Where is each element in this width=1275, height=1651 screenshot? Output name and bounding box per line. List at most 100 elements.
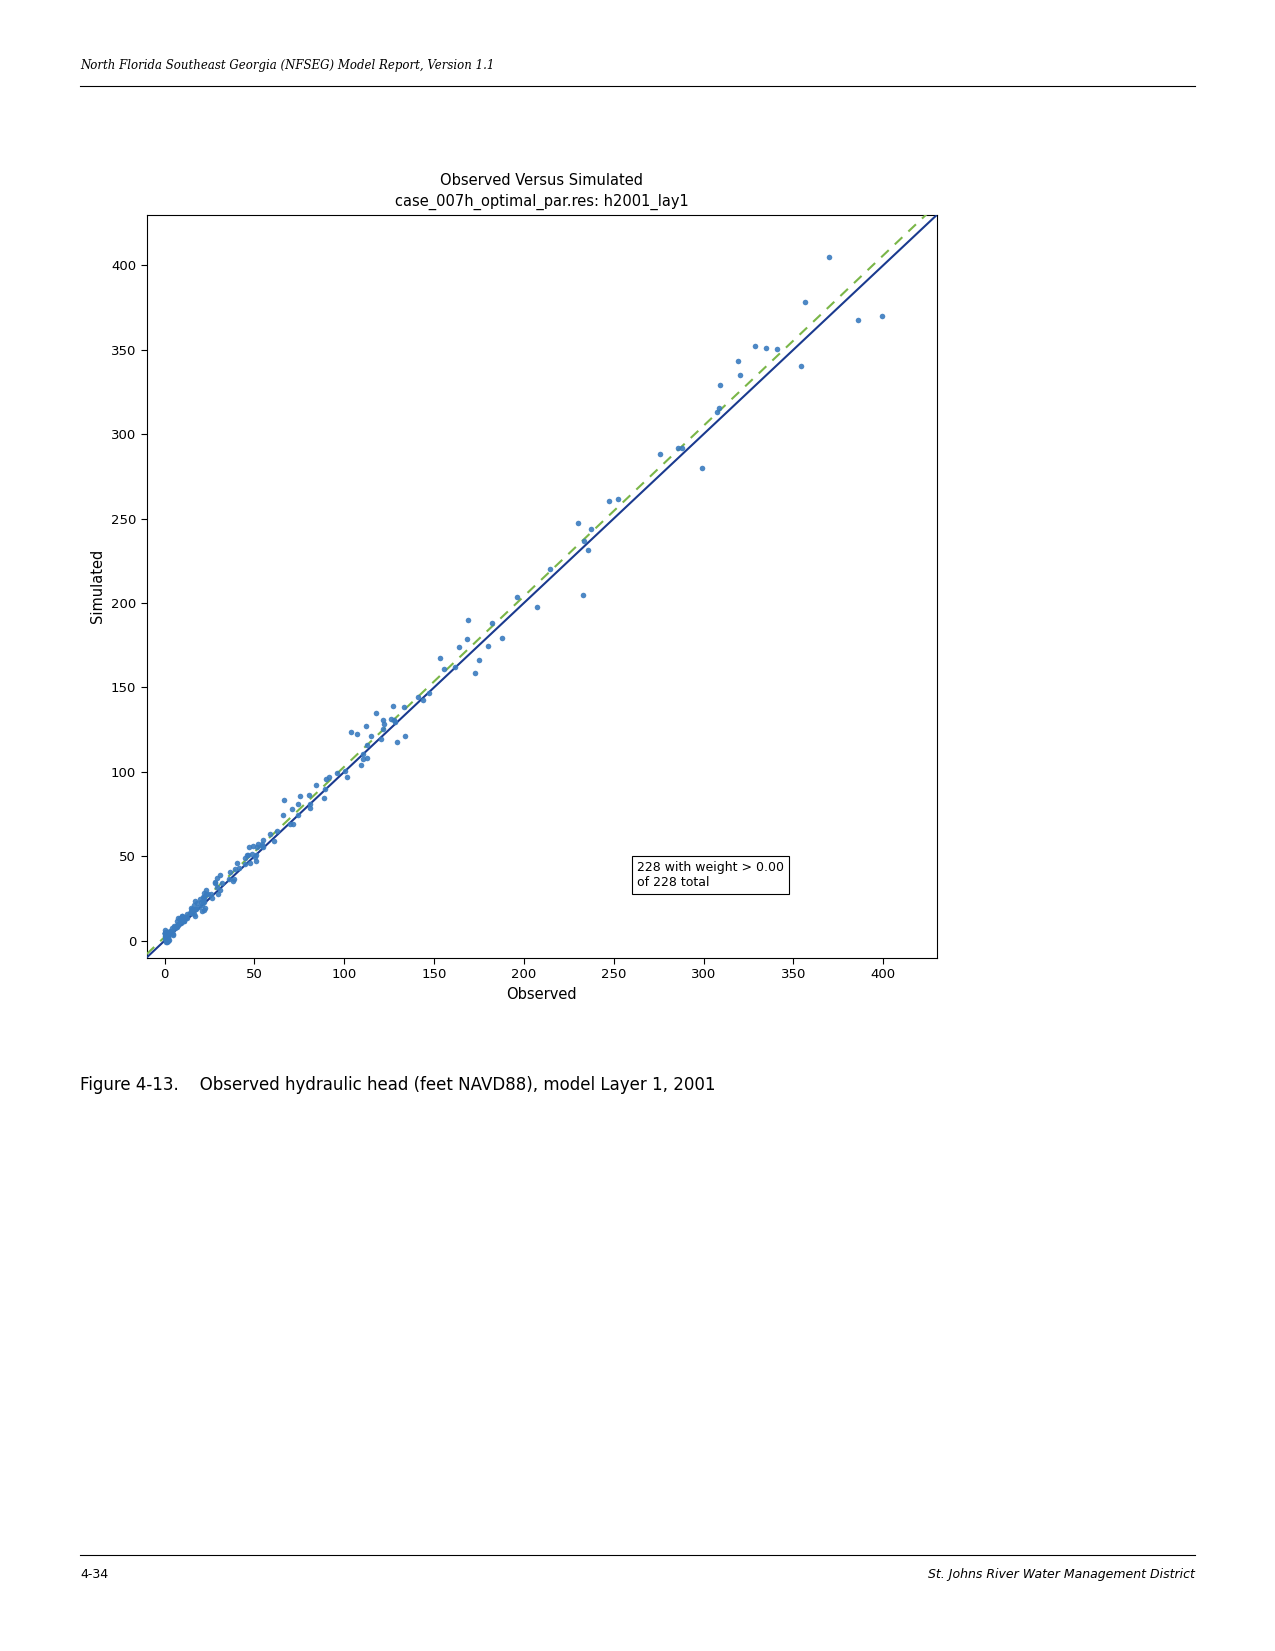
Point — [872, 302, 892, 329]
Point — [268, 817, 288, 844]
Point — [158, 926, 178, 953]
Point — [418, 679, 439, 705]
Point — [186, 890, 207, 916]
Point — [180, 900, 200, 926]
Point — [221, 859, 241, 885]
Point — [819, 244, 839, 271]
Point — [184, 901, 204, 928]
Point — [449, 634, 469, 660]
Point — [157, 921, 177, 948]
Point — [574, 528, 594, 555]
Text: North Florida Southeast Georgia (NFSEG) Model Report, Version 1.1: North Florida Southeast Georgia (NFSEG) … — [80, 59, 495, 73]
Point — [157, 923, 177, 949]
Point — [181, 898, 201, 925]
Point — [156, 920, 176, 946]
Point — [157, 921, 177, 948]
Point — [445, 654, 465, 680]
Point — [185, 895, 205, 921]
Point — [300, 791, 320, 817]
Point — [315, 766, 335, 792]
Point — [156, 923, 176, 949]
Point — [156, 923, 176, 949]
Point — [335, 758, 356, 784]
Point — [173, 908, 194, 934]
Point — [156, 925, 176, 951]
Point — [357, 731, 377, 758]
Point — [230, 855, 250, 882]
Point — [162, 915, 182, 941]
Point — [649, 441, 669, 467]
Point — [205, 868, 226, 895]
Point — [154, 926, 175, 953]
Point — [273, 802, 293, 829]
Point — [238, 842, 259, 868]
Point — [238, 834, 259, 860]
Point — [167, 911, 187, 938]
Point — [158, 918, 178, 944]
Point — [158, 928, 178, 954]
Point — [194, 896, 214, 923]
Point — [395, 723, 416, 750]
Point — [156, 925, 176, 951]
Point — [189, 895, 209, 921]
Point — [156, 920, 176, 946]
Point — [458, 606, 478, 632]
Point — [156, 921, 176, 948]
Point — [353, 741, 374, 768]
Point — [176, 905, 196, 931]
Point — [162, 918, 182, 944]
Point — [298, 783, 319, 809]
Point — [182, 900, 203, 926]
Point — [539, 556, 560, 583]
Point — [252, 830, 273, 857]
Point — [154, 921, 175, 948]
Point — [207, 873, 227, 900]
Point — [170, 906, 190, 933]
Point — [168, 911, 189, 938]
Point — [156, 923, 176, 949]
Point — [185, 888, 205, 915]
Text: 4-34: 4-34 — [80, 1568, 108, 1582]
Point — [280, 811, 301, 837]
Point — [251, 832, 272, 859]
Point — [709, 395, 729, 421]
X-axis label: Observed: Observed — [506, 987, 578, 1002]
Point — [384, 693, 404, 720]
Point — [430, 644, 450, 670]
Point — [241, 840, 261, 867]
Point — [240, 850, 260, 877]
Point — [171, 908, 191, 934]
Point — [209, 877, 230, 903]
Point — [259, 821, 279, 847]
Point — [337, 764, 357, 791]
Point — [706, 400, 727, 426]
Point — [162, 918, 182, 944]
Point — [289, 783, 310, 809]
Point — [156, 921, 176, 948]
Point — [357, 745, 377, 771]
Point — [456, 626, 477, 652]
Point — [254, 827, 274, 854]
Point — [599, 487, 620, 513]
Point — [157, 920, 177, 946]
Point — [766, 337, 787, 363]
Point — [156, 920, 176, 946]
Y-axis label: Simulated: Simulated — [91, 550, 106, 622]
Point — [407, 684, 427, 710]
Point — [710, 371, 731, 398]
Point — [385, 708, 405, 735]
Point — [196, 877, 217, 903]
Point — [319, 764, 339, 791]
Point — [223, 865, 244, 892]
Point — [170, 905, 190, 931]
Point — [157, 926, 177, 953]
Point — [371, 725, 391, 751]
Point — [283, 811, 303, 837]
Point — [172, 903, 193, 930]
Point — [156, 928, 176, 954]
Point — [154, 916, 175, 943]
Point — [194, 883, 214, 910]
Point — [193, 888, 213, 915]
Point — [314, 786, 334, 812]
Point — [306, 773, 326, 799]
